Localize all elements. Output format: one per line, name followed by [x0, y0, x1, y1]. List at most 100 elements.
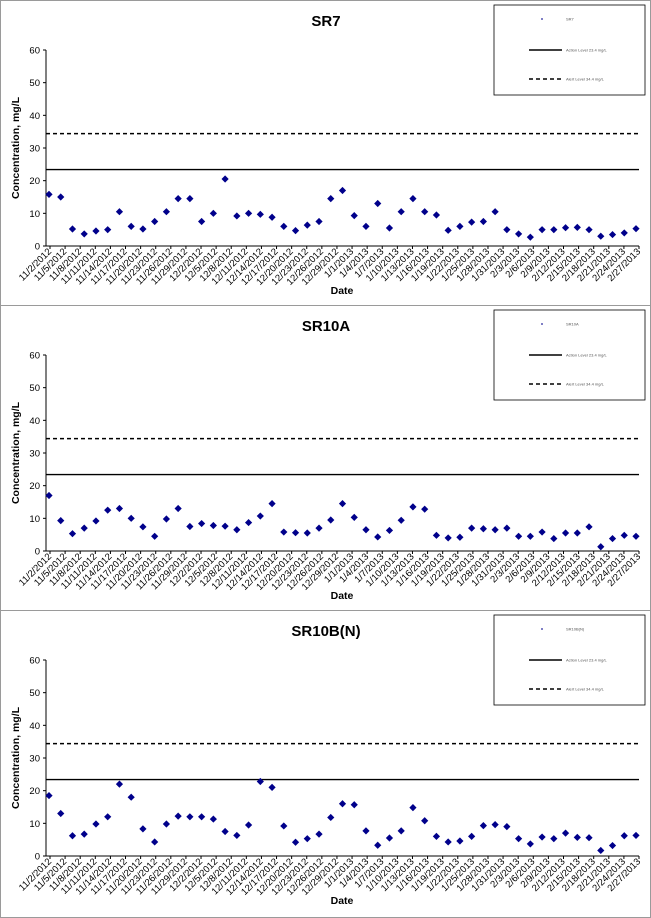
- data-point: [491, 526, 499, 534]
- y-tick-label: 50: [29, 688, 40, 699]
- y-tick-label: 20: [29, 481, 40, 492]
- data-point: [397, 208, 405, 216]
- data-point: [468, 218, 476, 226]
- chart-title: SR7: [311, 13, 340, 30]
- data-point: [45, 791, 53, 800]
- data-point: [362, 827, 370, 835]
- data-point: [444, 838, 452, 846]
- data-point: [632, 532, 640, 540]
- data-point: [632, 225, 640, 233]
- legend-marker: [541, 18, 543, 20]
- data-point: [456, 222, 464, 230]
- legend-box: [493, 614, 646, 706]
- data-point: [362, 526, 370, 534]
- data-point: [244, 209, 253, 217]
- data-point: [456, 837, 464, 845]
- legend-label: Alert Level 34.4 mg/L: [566, 77, 605, 82]
- data-point: [432, 531, 441, 539]
- data-point: [162, 820, 170, 828]
- data-point: [550, 835, 558, 843]
- data-point: [561, 224, 570, 232]
- data-point: [268, 500, 276, 508]
- chart-sr7: SR7010203040506011/2/201211/5/201211/8/2…: [10, 4, 646, 297]
- data-point: [573, 223, 581, 231]
- data-point: [585, 834, 593, 842]
- data-point: [162, 515, 170, 523]
- y-tick-label: 40: [29, 416, 40, 427]
- data-point: [456, 533, 464, 541]
- y-tick-label: 60: [29, 656, 40, 667]
- data-point: [397, 827, 405, 835]
- y-tick-label: 10: [29, 514, 40, 525]
- data-point: [585, 523, 593, 531]
- data-point: [608, 841, 617, 850]
- y-tick-label: 0: [35, 852, 40, 863]
- data-point: [608, 230, 617, 239]
- data-point: [209, 815, 217, 823]
- legend-label: SR10B(N): [566, 627, 585, 632]
- data-point: [338, 186, 347, 195]
- y-tick-label: 30: [29, 144, 40, 155]
- data-point: [385, 526, 394, 535]
- data-point: [362, 222, 370, 230]
- data-point: [151, 532, 159, 540]
- y-axis-label: Concentration, mg/L: [10, 706, 22, 809]
- data-point: [244, 518, 253, 527]
- data-point: [432, 832, 441, 840]
- data-point: [198, 813, 206, 821]
- data-point: [115, 504, 124, 513]
- chart-title: SR10B(N): [291, 623, 360, 640]
- data-point: [209, 521, 217, 530]
- data-point: [174, 504, 182, 513]
- data-point: [174, 812, 182, 820]
- data-point: [104, 226, 112, 234]
- y-tick-label: 40: [29, 111, 40, 122]
- data-point: [280, 528, 288, 536]
- data-point: [244, 821, 253, 829]
- data-point: [127, 514, 135, 522]
- data-point: [538, 226, 546, 234]
- data-point: [315, 524, 323, 532]
- y-axis-label: Concentration, mg/L: [10, 401, 22, 504]
- data-point: [515, 835, 523, 843]
- data-point: [198, 519, 206, 528]
- y-tick-label: 50: [29, 78, 40, 89]
- data-point: [421, 505, 429, 513]
- data-point: [550, 534, 558, 543]
- data-point: [280, 822, 288, 830]
- data-point: [221, 522, 229, 530]
- data-point: [92, 820, 100, 828]
- data-point: [374, 533, 382, 541]
- data-point: [68, 225, 77, 233]
- data-point: [291, 227, 300, 235]
- data-point: [374, 199, 382, 208]
- data-point: [92, 227, 100, 235]
- data-point: [620, 832, 628, 840]
- data-point: [409, 195, 417, 203]
- data-point: [268, 213, 276, 221]
- data-point: [538, 833, 546, 841]
- y-tick-label: 10: [29, 209, 40, 220]
- data-point: [80, 524, 88, 532]
- data-point: [139, 825, 147, 833]
- data-point: [491, 821, 499, 829]
- data-point: [303, 835, 311, 843]
- data-point: [597, 543, 605, 551]
- data-point: [127, 793, 135, 801]
- y-tick-label: 30: [29, 449, 40, 460]
- data-point: [198, 217, 206, 226]
- chart-panel-sr7: SR7 0 10 20 30 40 50 60 11/2/2012 11/5/2012 11/8/2…: [0, 0, 651, 306]
- data-point: [327, 813, 335, 822]
- data-point: [45, 491, 53, 500]
- data-point: [573, 529, 581, 537]
- data-point: [409, 804, 417, 812]
- data-point: [526, 233, 534, 241]
- data-point: [385, 834, 394, 842]
- data-point: [57, 193, 65, 201]
- data-point: [597, 232, 605, 240]
- x-axis-label: Date: [331, 895, 354, 907]
- data-point: [186, 813, 194, 821]
- data-point: [538, 528, 546, 536]
- data-point: [80, 830, 88, 838]
- x-axis-label: Date: [331, 285, 354, 297]
